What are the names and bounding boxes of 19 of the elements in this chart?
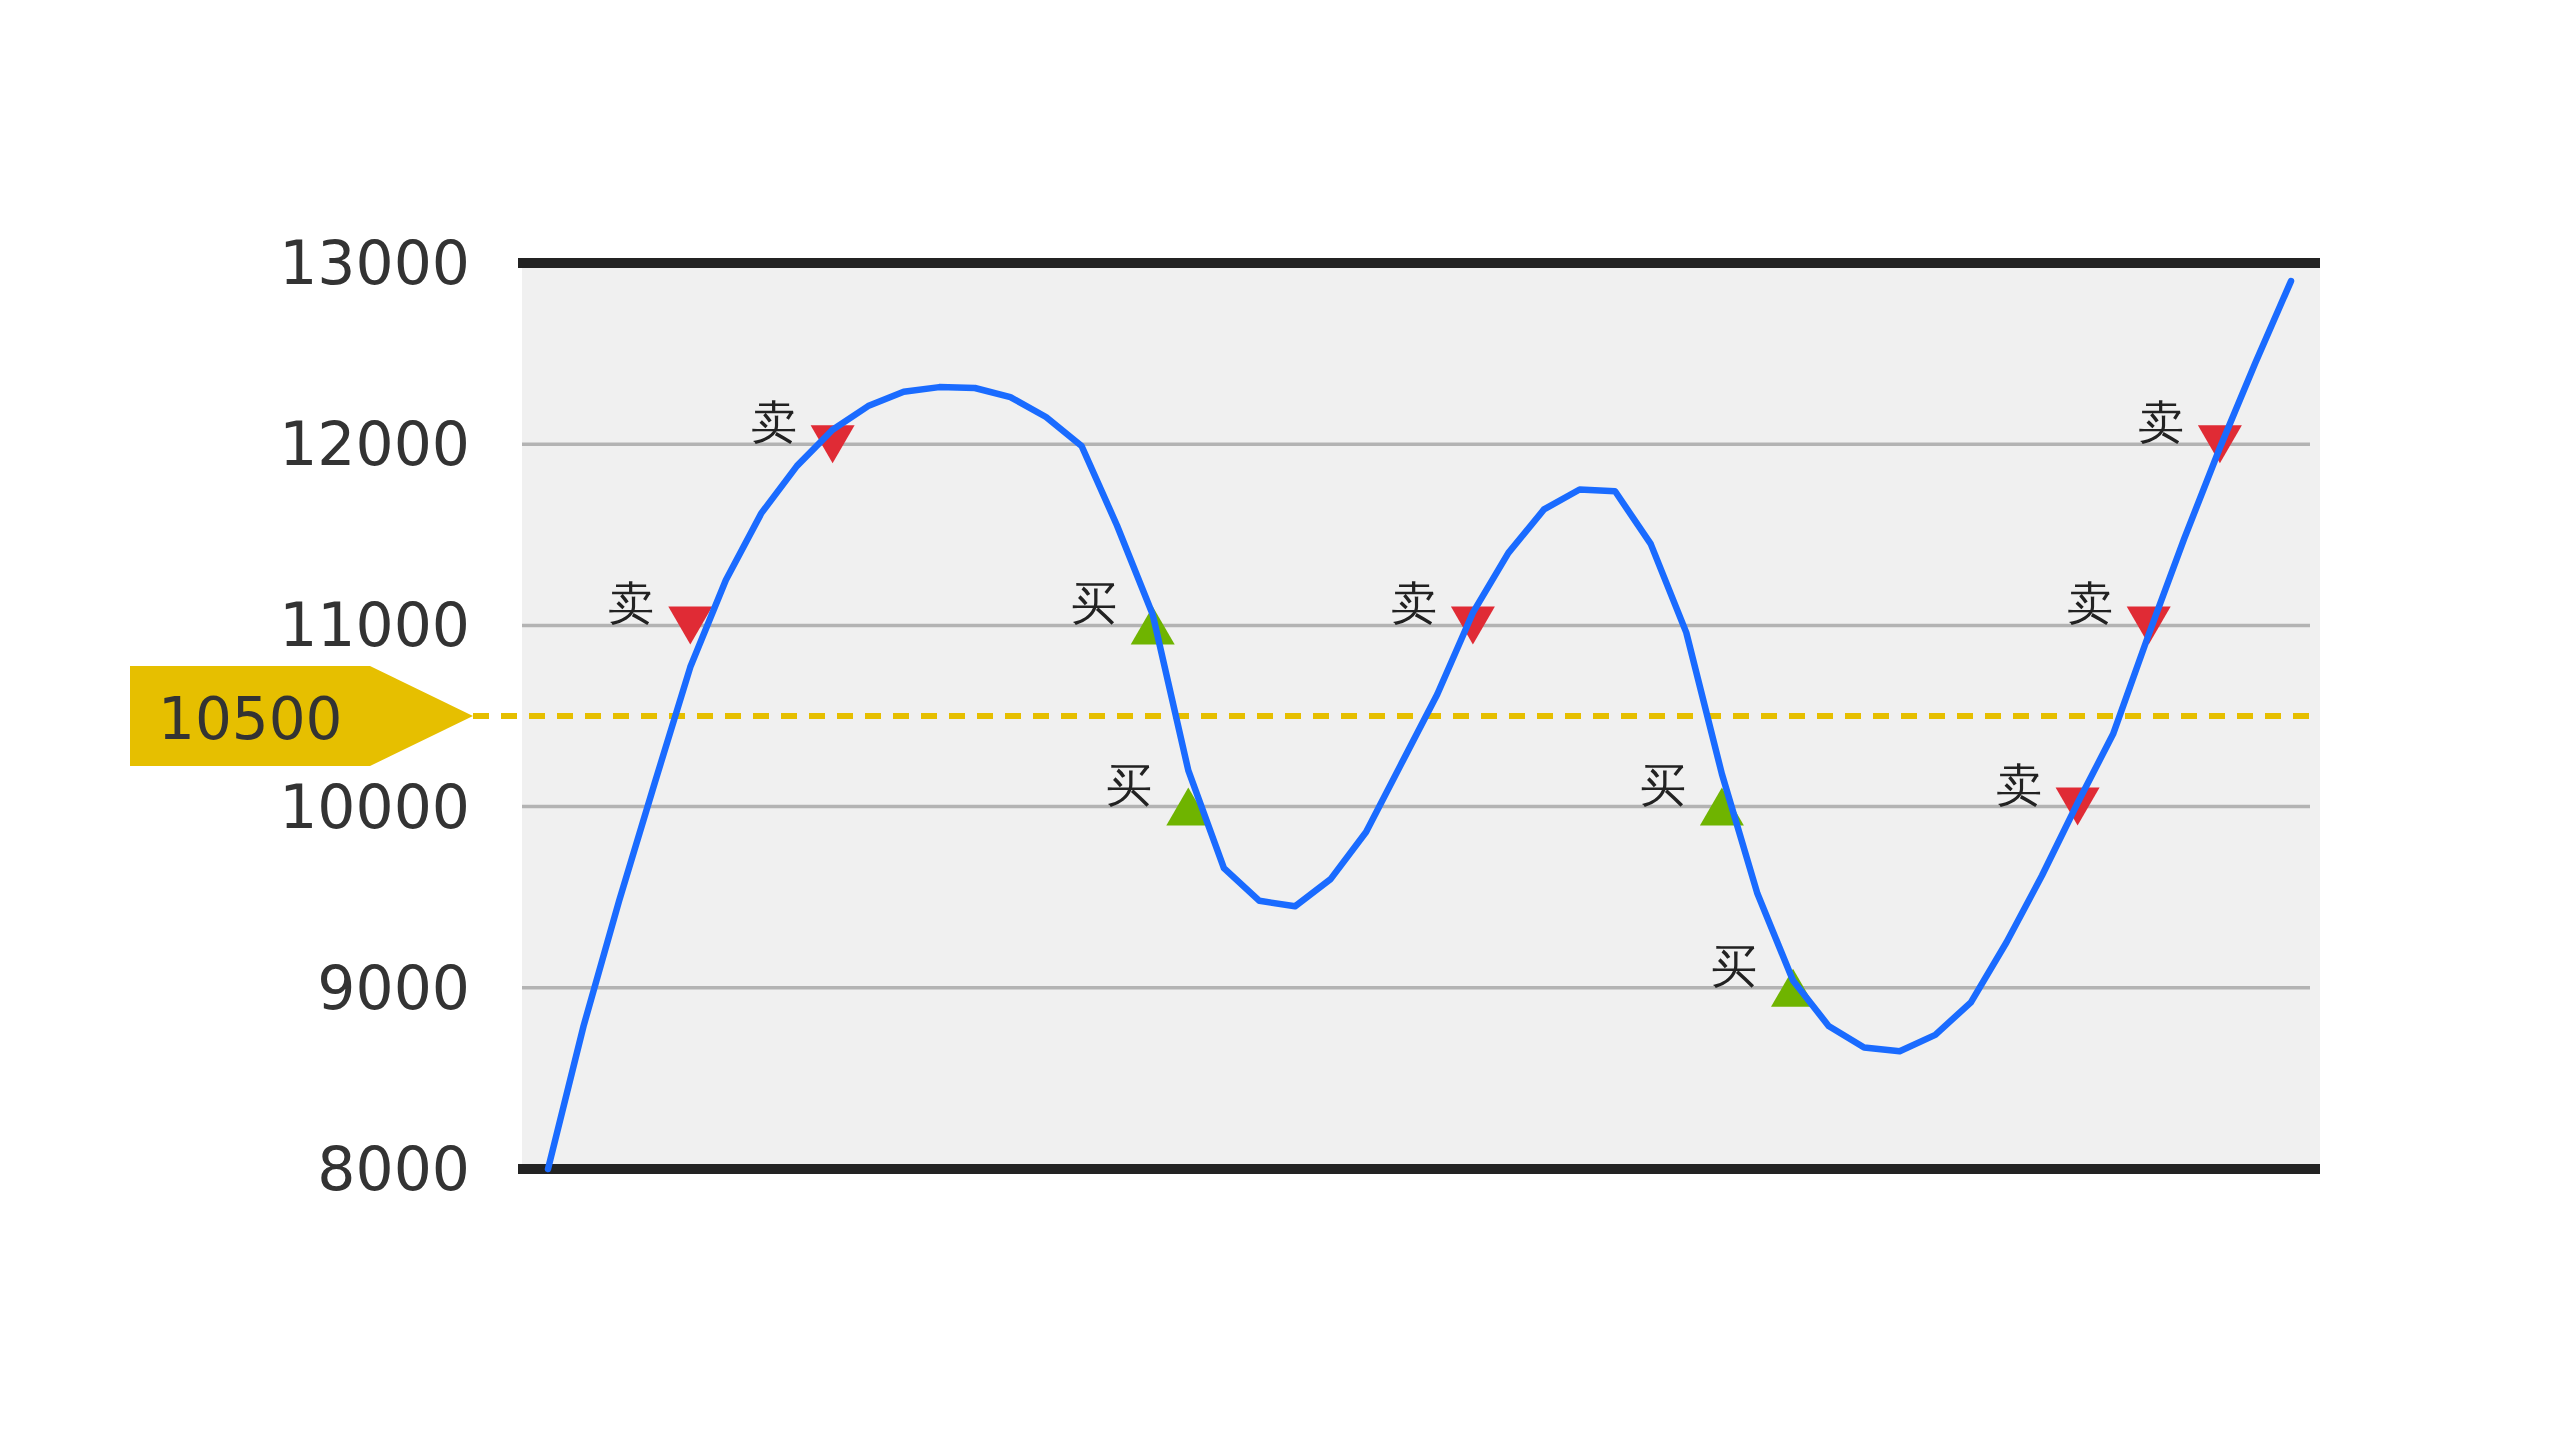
ref-label: 10500 — [130, 666, 473, 766]
y-tick-label: 11000 — [279, 590, 470, 661]
y-tick-label: 9000 — [317, 952, 470, 1023]
data-label: 卖 — [1390, 576, 1437, 631]
point — [668, 606, 713, 645]
y-tick-label: 10000 — [279, 771, 470, 842]
data-label: 卖 — [2137, 395, 2184, 450]
data-label: 买 — [1711, 938, 1757, 993]
data-label: 卖 — [608, 576, 655, 631]
y-tick-label: 13000 — [279, 228, 470, 298]
data-label: 买 — [1070, 576, 1117, 631]
data-label: 卖 — [750, 395, 797, 450]
y-tick-label: 8000 — [317, 1134, 470, 1204]
data-label: 买 — [1106, 757, 1153, 812]
data-label: 卖 — [1995, 757, 2042, 812]
data-label: 买 — [1639, 757, 1686, 812]
data-label: 卖 — [2066, 576, 2113, 631]
y-tick-label: 12000 — [279, 409, 470, 480]
ref-line-label: 10500 — [158, 685, 343, 753]
